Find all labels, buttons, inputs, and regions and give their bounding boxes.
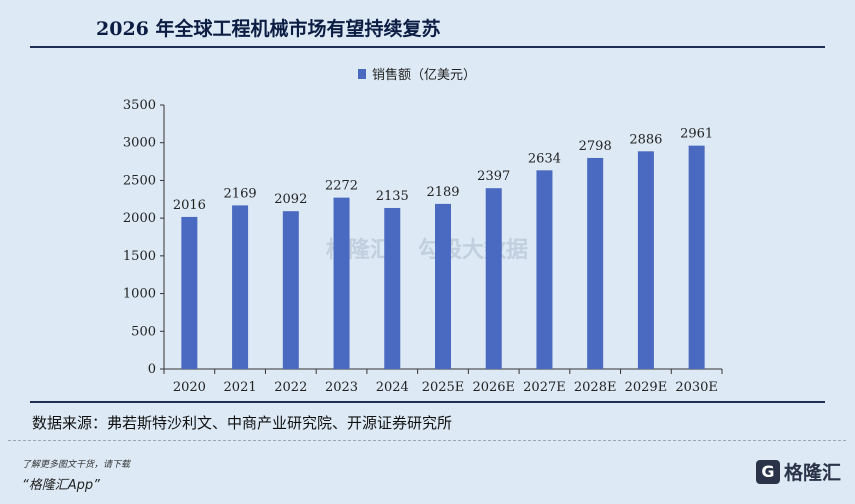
bar-value-label: 2886 bbox=[629, 132, 662, 147]
data-source: 数据来源：弗若斯特沙利文、中商产业研究院、开源证券研究所 bbox=[32, 414, 453, 432]
bar bbox=[435, 203, 451, 369]
y-tick-label: 3000 bbox=[123, 136, 156, 151]
x-tick-label: 2021 bbox=[224, 380, 257, 395]
bar bbox=[333, 197, 350, 369]
bar bbox=[232, 205, 249, 369]
y-tick-label: 2000 bbox=[123, 211, 156, 226]
bar-value-label: 2397 bbox=[477, 169, 510, 184]
x-tick-label: 2027E bbox=[523, 380, 566, 395]
bar-value-label: 2798 bbox=[579, 139, 612, 154]
y-tick-label: 0 bbox=[148, 362, 156, 377]
footer-divider bbox=[8, 440, 846, 441]
bar-value-label: 2135 bbox=[376, 189, 409, 204]
bar-value-label: 2169 bbox=[224, 186, 257, 201]
source-divider bbox=[30, 401, 825, 403]
bar bbox=[688, 145, 705, 369]
x-tick-label: 2028E bbox=[574, 380, 617, 395]
x-tick-label: 2023 bbox=[325, 380, 358, 395]
y-tick-label: 500 bbox=[131, 324, 156, 339]
page-title: 2026 年全球工程机械市场有望持续复苏 bbox=[96, 18, 441, 40]
bar-value-label: 2634 bbox=[528, 151, 561, 166]
brand-name: 格隆汇 bbox=[784, 462, 842, 484]
bar bbox=[181, 216, 198, 369]
legend-swatch bbox=[358, 68, 366, 79]
legend-label: 销售额（亿美元） bbox=[372, 68, 477, 83]
x-tick-label: 2022 bbox=[274, 380, 307, 395]
brand-g-icon: G bbox=[756, 459, 780, 484]
promo-app-name: “格隆汇App” bbox=[22, 478, 100, 493]
bar bbox=[282, 211, 299, 369]
x-tick-label: 2024 bbox=[376, 380, 409, 395]
x-tick-label: 2029E bbox=[625, 380, 668, 395]
y-tick-label: 3500 bbox=[123, 98, 156, 113]
bar bbox=[384, 207, 401, 369]
x-tick-label: 2030E bbox=[675, 380, 718, 395]
chart-legend: 销售额（亿美元） bbox=[358, 64, 476, 83]
bar bbox=[637, 151, 654, 369]
bar-value-label: 2189 bbox=[426, 185, 459, 200]
x-tick-label: 2020 bbox=[173, 380, 206, 395]
y-tick-label: 1000 bbox=[123, 287, 156, 302]
x-tick-label: 2025E bbox=[422, 380, 465, 395]
title-divider bbox=[30, 46, 825, 48]
bar-value-label: 2092 bbox=[274, 192, 307, 207]
y-tick-label: 1500 bbox=[123, 249, 156, 264]
y-tick-label: 2500 bbox=[123, 173, 156, 188]
bar-value-label: 2272 bbox=[325, 179, 358, 194]
bar bbox=[536, 170, 553, 369]
bar-value-label: 2961 bbox=[680, 127, 713, 142]
bar bbox=[485, 188, 502, 369]
x-tick-label: 2026E bbox=[472, 380, 515, 395]
promo-text: 了解更多图文干货，请下载 bbox=[22, 460, 131, 470]
brand-logo: G 格隆汇 bbox=[756, 458, 841, 485]
bar bbox=[587, 157, 604, 369]
bar-value-label: 2016 bbox=[173, 198, 206, 213]
bar-chart: 0 500 1000 1500 2000 2500 3000 3500 2016 2020 2169… bbox=[123, 98, 723, 395]
